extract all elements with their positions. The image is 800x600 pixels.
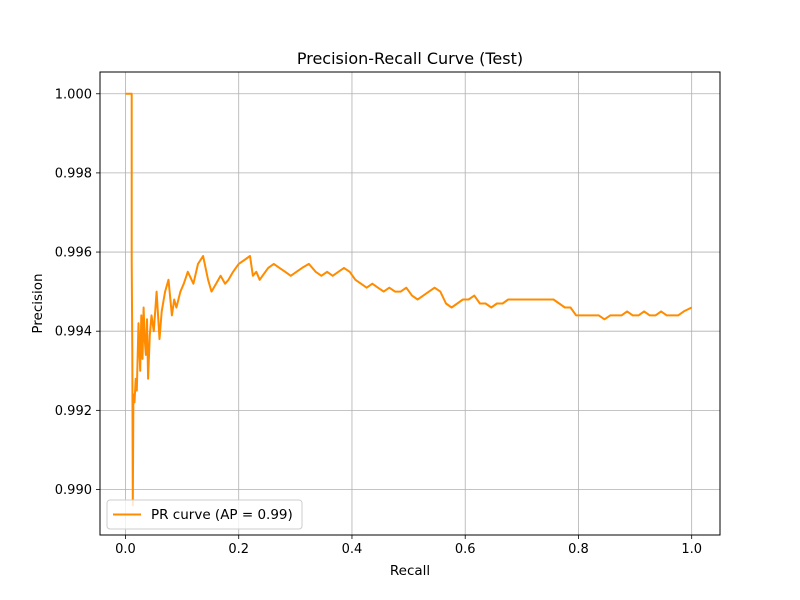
y-tick-label: 0.998: [55, 166, 92, 181]
y-tick-label: 0.994: [55, 325, 92, 340]
x-tick-label: 0.6: [455, 542, 476, 557]
x-tick-label: 0.2: [228, 542, 249, 557]
y-tick-label: 0.996: [55, 246, 92, 261]
legend-box: [106, 499, 303, 530]
y-tick-label: 0.992: [55, 404, 92, 419]
grid: [100, 72, 720, 535]
x-tick-label: 0.8: [568, 542, 589, 557]
plot-data: [125, 92, 693, 507]
y-tick-label: 1.000: [55, 87, 92, 102]
x-axis-label: Recall: [390, 563, 430, 579]
series-line-pr-curve: [125, 92, 693, 507]
x-tick-label: 0.0: [115, 542, 136, 557]
axis-ticks: 0.0 0.2 0.4 0.6 0.8 1.0 0.990 0.992 0.994 0.996 0.…: [55, 87, 702, 557]
chart-title: Precision-Recall Curve (Test): [297, 49, 523, 68]
y-axis-label: Precision: [30, 273, 46, 333]
x-tick-label: 1.0: [681, 542, 702, 557]
x-tick-label: 0.4: [342, 542, 363, 557]
legend-label: PR curve (AP = 0.99): [151, 507, 293, 523]
y-tick-label: 0.990: [55, 483, 92, 498]
plot-frame: [99, 71, 721, 536]
legend: PR curve (AP = 0.99): [106, 499, 303, 530]
